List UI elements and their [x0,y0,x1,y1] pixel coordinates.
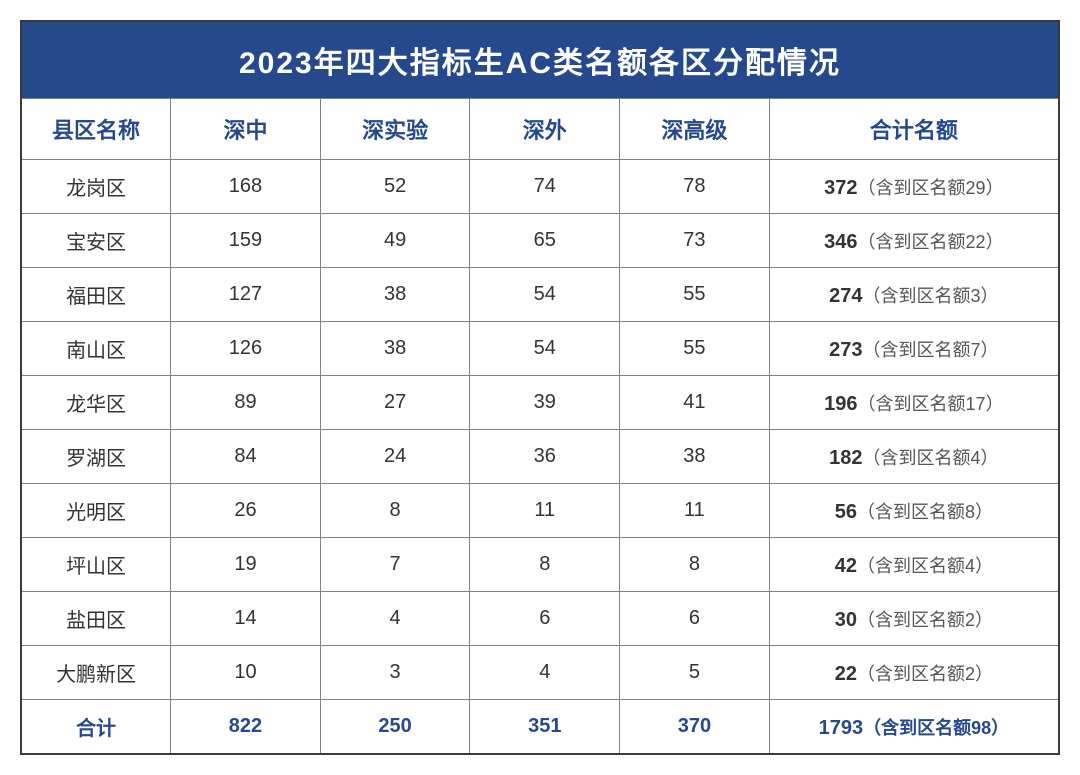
value-cell: 38 [320,322,470,376]
table-row: 大鹏新区1034522（含到区名额2） [21,646,1059,700]
row-total-note: （含到区名额3） [863,286,999,306]
row-total-note: （含到区名额4） [863,448,999,468]
row-total: 30（含到区名额2） [769,592,1059,646]
value-cell: 89 [171,376,321,430]
row-total: 274（含到区名额3） [769,268,1059,322]
row-total: 182（含到区名额4） [769,430,1059,484]
table-row: 坪山区1978842（含到区名额4） [21,538,1059,592]
column-header: 深高级 [620,99,770,160]
row-total-note: （含到区名额8） [857,502,993,522]
table-footer-row: 合计8222503513701793（含到区名额98） [21,700,1059,755]
row-total: 22（含到区名额2） [769,646,1059,700]
district-name: 龙华区 [21,376,171,430]
value-cell: 4 [470,646,620,700]
value-cell: 8 [470,538,620,592]
column-header: 县区名称 [21,99,171,160]
value-cell: 27 [320,376,470,430]
value-cell: 38 [620,430,770,484]
row-total: 372（含到区名额29） [769,160,1059,214]
value-cell: 74 [470,160,620,214]
value-cell: 49 [320,214,470,268]
footer-total-note: （含到区名额98） [863,718,1009,738]
value-cell: 127 [171,268,321,322]
value-cell: 6 [620,592,770,646]
footer-value: 370 [620,700,770,755]
table-row: 南山区126385455273（含到区名额7） [21,322,1059,376]
row-total: 56（含到区名额8） [769,484,1059,538]
table-row: 龙华区89273941196（含到区名额17） [21,376,1059,430]
value-cell: 52 [320,160,470,214]
value-cell: 11 [620,484,770,538]
value-cell: 36 [470,430,620,484]
value-cell: 159 [171,214,321,268]
column-header: 深外 [470,99,620,160]
value-cell: 8 [320,484,470,538]
row-total-note: （含到区名额22） [858,232,1004,252]
table-title: 2023年四大指标生AC类名额各区分配情况 [21,21,1059,99]
footer-total: 1793（含到区名额98） [769,700,1059,755]
value-cell: 168 [171,160,321,214]
district-name: 宝安区 [21,214,171,268]
footer-label: 合计 [21,700,171,755]
table-row: 盐田区1446630（含到区名额2） [21,592,1059,646]
district-name: 盐田区 [21,592,171,646]
row-total-note: （含到区名额17） [858,394,1004,414]
value-cell: 10 [171,646,321,700]
row-total-note: （含到区名额7） [863,340,999,360]
table-row: 福田区127385455274（含到区名额3） [21,268,1059,322]
value-cell: 8 [620,538,770,592]
value-cell: 54 [470,268,620,322]
table-row: 龙岗区168527478372（含到区名额29） [21,160,1059,214]
district-name: 大鹏新区 [21,646,171,700]
table-header-row: 县区名称深中深实验深外深高级合计名额 [21,99,1059,160]
table-row: 光明区268111156（含到区名额8） [21,484,1059,538]
value-cell: 24 [320,430,470,484]
row-total-note: （含到区名额2） [857,610,993,630]
value-cell: 126 [171,322,321,376]
district-name: 福田区 [21,268,171,322]
district-name: 光明区 [21,484,171,538]
table-row: 宝安区159496573346（含到区名额22） [21,214,1059,268]
column-header: 合计名额 [769,99,1059,160]
row-total-note: （含到区名额4） [857,556,993,576]
value-cell: 55 [620,322,770,376]
value-cell: 6 [470,592,620,646]
value-cell: 55 [620,268,770,322]
row-total-note: （含到区名额2） [857,664,993,684]
value-cell: 14 [171,592,321,646]
table-title-row: 2023年四大指标生AC类名额各区分配情况 [21,21,1059,99]
value-cell: 7 [320,538,470,592]
footer-value: 351 [470,700,620,755]
value-cell: 65 [470,214,620,268]
column-header: 深实验 [320,99,470,160]
row-total: 273（含到区名额7） [769,322,1059,376]
value-cell: 78 [620,160,770,214]
value-cell: 84 [171,430,321,484]
footer-value: 250 [320,700,470,755]
district-name: 罗湖区 [21,430,171,484]
district-name: 南山区 [21,322,171,376]
value-cell: 5 [620,646,770,700]
value-cell: 26 [171,484,321,538]
value-cell: 38 [320,268,470,322]
value-cell: 19 [171,538,321,592]
value-cell: 3 [320,646,470,700]
value-cell: 54 [470,322,620,376]
row-total: 42（含到区名额4） [769,538,1059,592]
value-cell: 39 [470,376,620,430]
table-row: 罗湖区84243638182（含到区名额4） [21,430,1059,484]
district-name: 坪山区 [21,538,171,592]
value-cell: 11 [470,484,620,538]
allocation-table: 2023年四大指标生AC类名额各区分配情况 县区名称深中深实验深外深高级合计名额… [20,20,1060,755]
value-cell: 41 [620,376,770,430]
column-header: 深中 [171,99,321,160]
row-total-note: （含到区名额29） [858,178,1004,198]
value-cell: 4 [320,592,470,646]
value-cell: 73 [620,214,770,268]
row-total: 346（含到区名额22） [769,214,1059,268]
district-name: 龙岗区 [21,160,171,214]
row-total: 196（含到区名额17） [769,376,1059,430]
footer-value: 822 [171,700,321,755]
